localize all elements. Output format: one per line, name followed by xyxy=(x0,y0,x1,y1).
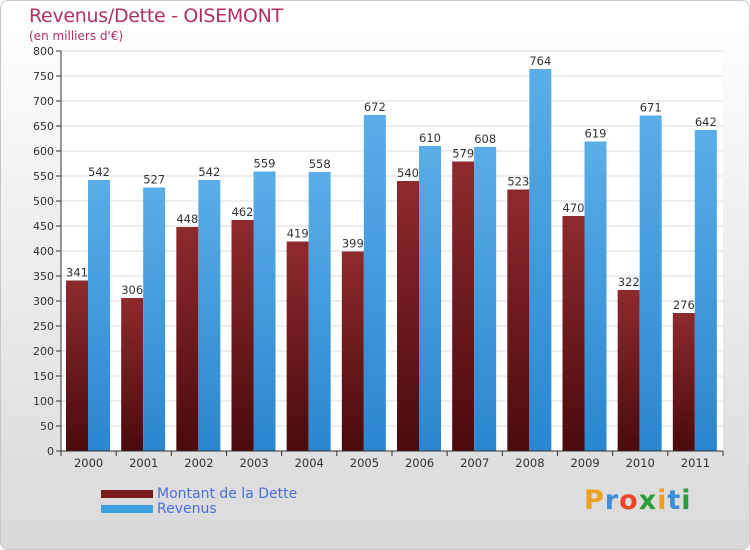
x-tick-label: 2005 xyxy=(350,456,379,470)
y-tick-label: 750 xyxy=(33,70,54,83)
bar-debt xyxy=(176,227,199,451)
y-tick-label: 600 xyxy=(33,145,54,158)
y-tick-label: 800 xyxy=(33,45,54,58)
x-tick-label: 2008 xyxy=(515,456,544,470)
data-label-revenue: 671 xyxy=(640,101,662,115)
legend-swatch-revenue xyxy=(101,505,153,513)
bar-revenue xyxy=(363,115,386,451)
data-label-debt: 306 xyxy=(121,283,143,297)
data-label-debt: 523 xyxy=(507,175,529,189)
proxiti-logo: Proxiti xyxy=(584,485,692,516)
y-tick-label: 200 xyxy=(33,345,54,358)
y-tick-label: 700 xyxy=(33,95,54,108)
bar-debt xyxy=(452,161,475,451)
y-tick-label: 150 xyxy=(33,370,54,383)
chart-title: Revenus/Dette - OISEMONT xyxy=(29,5,283,27)
bar-debt xyxy=(562,216,585,451)
logo-letter: r xyxy=(604,485,620,516)
y-tick-label: 550 xyxy=(33,170,54,183)
logo-letter: i xyxy=(657,485,668,516)
y-tick-label: 450 xyxy=(33,220,54,233)
bar-revenue xyxy=(308,172,331,451)
y-tick-label: 50 xyxy=(40,420,54,433)
data-label-revenue: 608 xyxy=(474,132,496,146)
bar-revenue xyxy=(88,180,110,451)
x-tick-label: 2007 xyxy=(460,456,489,470)
x-tick-label: 2006 xyxy=(405,456,434,470)
bar-debt xyxy=(286,241,309,451)
data-label-debt: 470 xyxy=(563,201,585,215)
y-tick-label: 0 xyxy=(47,445,54,458)
logo-letter: o xyxy=(619,485,639,516)
bar-debt xyxy=(121,298,144,451)
data-label-debt: 579 xyxy=(452,147,474,161)
bar-debt xyxy=(507,189,530,451)
data-label-revenue: 642 xyxy=(695,115,717,129)
x-tick-label: 2001 xyxy=(129,456,158,470)
y-tick-label: 300 xyxy=(33,295,54,308)
data-label-revenue: 764 xyxy=(529,54,551,68)
x-tick-label: 2011 xyxy=(681,456,710,470)
data-label-debt: 419 xyxy=(287,227,309,241)
y-tick-label: 350 xyxy=(33,270,54,283)
bar-debt xyxy=(341,251,364,451)
data-label-revenue: 559 xyxy=(254,157,276,171)
bar-revenue xyxy=(584,141,607,451)
x-tick-label: 2010 xyxy=(626,456,655,470)
logo-letter: P xyxy=(584,485,605,516)
chart-subtitle: (en milliers d'€) xyxy=(29,29,124,43)
data-label-debt: 276 xyxy=(673,298,695,312)
bar-revenue xyxy=(694,130,717,451)
data-label-debt: 462 xyxy=(232,205,254,219)
bar-debt xyxy=(231,220,254,451)
bar-revenue xyxy=(474,147,497,451)
x-tick-label: 2003 xyxy=(239,456,268,470)
bar-revenue xyxy=(419,146,441,451)
legend-label-debt: Montant de la Dette xyxy=(157,486,298,502)
bar-debt xyxy=(672,313,695,451)
logo-letter: t xyxy=(667,485,682,516)
data-label-debt: 341 xyxy=(66,266,88,280)
x-tick-label: 2004 xyxy=(295,456,324,470)
logo-letter: i xyxy=(681,485,692,516)
legend-swatch-debt xyxy=(101,490,153,498)
data-label-revenue: 542 xyxy=(198,165,220,179)
bar-debt xyxy=(397,181,419,451)
data-label-debt: 540 xyxy=(397,166,419,180)
data-label-revenue: 558 xyxy=(309,157,331,171)
data-label-revenue: 610 xyxy=(419,131,441,145)
x-tick-label: 2009 xyxy=(570,456,599,470)
bar-debt xyxy=(66,280,88,451)
bar-revenue xyxy=(198,180,221,451)
data-label-revenue: 619 xyxy=(585,127,607,141)
bar-debt xyxy=(617,290,640,451)
y-tick-label: 500 xyxy=(33,195,54,208)
legend-label-revenue: Revenus xyxy=(157,501,217,517)
y-tick-label: 650 xyxy=(33,120,54,133)
data-label-debt: 448 xyxy=(176,212,198,226)
bar-revenue xyxy=(143,187,166,451)
data-label-revenue: 672 xyxy=(364,100,386,114)
bar-revenue xyxy=(253,171,276,451)
x-tick-label: 2000 xyxy=(74,456,103,470)
y-tick-label: 400 xyxy=(33,245,54,258)
data-label-debt: 322 xyxy=(618,275,640,289)
bar-revenue xyxy=(529,69,552,451)
data-label-debt: 399 xyxy=(342,237,364,251)
data-label-revenue: 527 xyxy=(143,173,165,187)
logo-letter: x xyxy=(638,485,658,516)
bar-revenue xyxy=(639,115,662,451)
y-tick-label: 100 xyxy=(33,395,54,408)
x-tick-label: 2002 xyxy=(184,456,213,470)
y-tick-label: 250 xyxy=(33,320,54,333)
data-label-revenue: 542 xyxy=(88,165,110,179)
